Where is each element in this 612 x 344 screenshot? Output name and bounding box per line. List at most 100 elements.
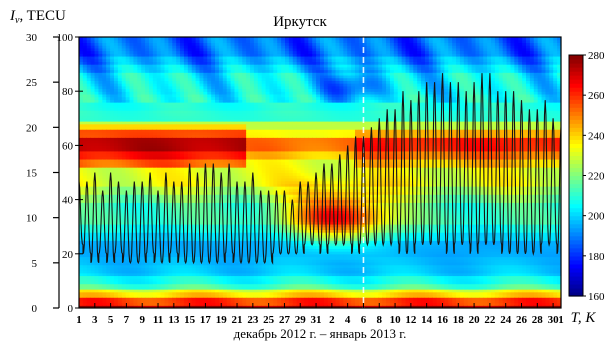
heatmap-cell <box>199 72 204 76</box>
heatmap-cell <box>156 118 162 122</box>
heatmap-cell <box>125 145 131 149</box>
heatmap-cell <box>102 207 107 212</box>
heatmap-cell <box>113 88 119 92</box>
heatmap-cell <box>160 126 166 130</box>
heatmap-cell <box>121 299 127 304</box>
heatmap-cell <box>90 275 96 279</box>
heatmap-cell <box>129 183 135 187</box>
heatmap-cell <box>137 291 142 296</box>
heatmap-cell <box>102 47 107 52</box>
heatmap-cell <box>117 194 123 198</box>
heatmap-cell <box>168 289 173 293</box>
heatmap-cell <box>82 142 88 146</box>
heatmap-cell <box>129 126 135 130</box>
heatmap-cell <box>121 267 127 271</box>
heatmap-cell <box>145 93 150 98</box>
heatmap-cell <box>160 261 166 266</box>
heatmap-cell <box>102 126 107 130</box>
heatmap-cell <box>203 299 208 304</box>
heatmap-cell <box>117 259 123 263</box>
heatmap-cell <box>176 47 181 52</box>
heatmap-cell <box>195 156 201 160</box>
heatmap-cell <box>195 110 201 114</box>
heatmap-cell <box>90 188 96 193</box>
heatmap-cell <box>160 66 166 71</box>
heatmap-cell <box>168 72 173 76</box>
heatmap-cell <box>102 39 107 44</box>
heatmap-cell <box>90 253 96 258</box>
heatmap-cell <box>133 64 138 68</box>
heatmap-cell <box>172 167 177 171</box>
heatmap-cell <box>125 196 131 201</box>
heatmap-cell <box>133 291 138 296</box>
heatmap-cell <box>86 299 92 304</box>
heatmap-cell <box>187 96 193 100</box>
heatmap-cell <box>148 47 154 52</box>
heatmap-cell <box>82 99 88 103</box>
heatmap-cell <box>113 123 119 128</box>
heatmap-cell <box>141 261 146 266</box>
heatmap-cell <box>98 134 103 138</box>
heatmap-cell <box>117 305 123 308</box>
heatmap-cell <box>152 283 158 287</box>
heatmap-cell <box>125 264 131 268</box>
heatmap-cell <box>207 223 212 228</box>
heatmap-cell <box>172 237 177 241</box>
heatmap-cell <box>125 153 131 157</box>
heatmap-cell <box>141 280 146 285</box>
heatmap-cell <box>187 286 193 290</box>
heatmap-cell <box>113 172 119 176</box>
heatmap-cell <box>160 102 166 106</box>
heatmap-cell <box>110 39 115 44</box>
heatmap-cell <box>106 134 111 138</box>
heatmap-cell <box>160 131 166 136</box>
heatmap-cell <box>113 180 119 184</box>
heatmap-cell <box>187 267 193 271</box>
heatmap-cell <box>145 110 150 114</box>
heatmap-cell <box>79 64 84 68</box>
heatmap-cell <box>141 286 146 290</box>
heatmap-cell <box>113 129 119 133</box>
heatmap-cell <box>121 297 127 301</box>
heatmap-cell <box>133 191 138 195</box>
heatmap-cell <box>110 248 115 252</box>
heatmap-cell <box>102 99 107 103</box>
heatmap-cell <box>168 129 173 133</box>
heatmap-cell <box>86 248 92 252</box>
heatmap-cell <box>160 299 166 304</box>
heatmap-cell <box>191 232 197 236</box>
heatmap-cell <box>129 215 135 220</box>
heatmap-cell <box>168 45 173 49</box>
heatmap-cell <box>113 80 119 84</box>
heatmap-cell <box>79 305 84 308</box>
heatmap-cell <box>86 131 92 136</box>
heatmap-cell <box>145 118 150 122</box>
heatmap-cell <box>113 294 119 298</box>
heatmap-cell <box>164 256 170 260</box>
heatmap-cell <box>98 180 103 184</box>
heatmap-cell <box>86 297 92 301</box>
heatmap-cell <box>180 218 185 222</box>
heatmap-cell <box>90 107 96 111</box>
heatmap-cell <box>164 123 170 128</box>
heatmap-cell <box>199 83 204 87</box>
heatmap-cell <box>203 180 208 184</box>
heatmap-cell <box>121 74 127 79</box>
heatmap-cell <box>98 61 103 65</box>
heatmap-cell <box>113 245 119 249</box>
heatmap-cell <box>129 142 135 146</box>
heatmap-cell <box>172 83 177 87</box>
heatmap-cell <box>172 261 177 266</box>
heatmap-cell <box>168 167 173 171</box>
heatmap-cell <box>82 53 88 57</box>
heatmap-cell <box>110 99 115 103</box>
heatmap-cell <box>125 164 131 168</box>
heatmap-cell <box>102 55 107 60</box>
heatmap-cell <box>79 139 84 144</box>
heatmap-cell <box>82 39 88 44</box>
heatmap-cell <box>203 161 208 165</box>
heatmap-cell <box>82 153 88 157</box>
heatmap-cell <box>156 161 162 165</box>
heatmap-cell <box>98 39 103 44</box>
heatmap-cell <box>79 280 84 285</box>
